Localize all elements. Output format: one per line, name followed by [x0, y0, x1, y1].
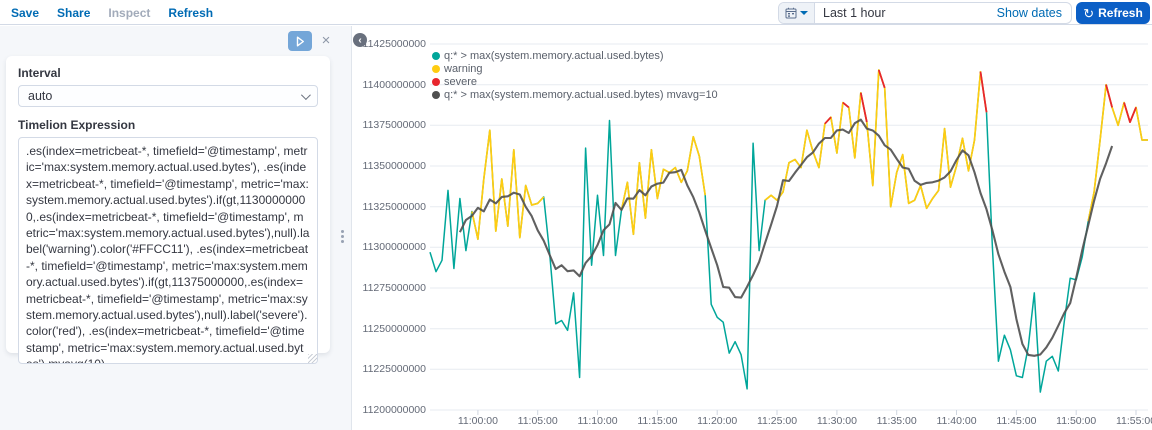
timelion-chart[interactable] [352, 25, 1152, 430]
menu-link-inspect: Inspect [99, 6, 159, 20]
show-dates-button[interactable]: Show dates [997, 6, 1071, 20]
x-tick-label: 11:20:00 [697, 415, 738, 427]
y-tick-label: 11375000000 [362, 119, 426, 132]
y-tick-label: 11425000000 [362, 38, 426, 50]
menu-link-save[interactable]: Save [2, 6, 48, 20]
x-tick-label: 11:25:00 [756, 415, 798, 427]
legend-color-dot [432, 90, 440, 99]
collapse-editor-button[interactable]: ‹ [353, 33, 367, 47]
x-tick-label: 11:05:00 [517, 415, 558, 427]
legend-color-dot [432, 77, 440, 86]
refresh-query-button[interactable]: ↻ Refresh [1076, 2, 1150, 24]
legend-label: warning [444, 62, 483, 75]
calendar-icon [785, 7, 797, 19]
y-tick-label: 11350000000 [362, 160, 426, 172]
x-tick-label: 11:45:00 [996, 415, 1037, 427]
y-tick-label: 11275000000 [362, 282, 426, 294]
x-tick-label: 11:10:00 [577, 415, 618, 427]
legend-label: q:* > max(system.memory.actual.used.byte… [444, 49, 664, 62]
interval-select[interactable]: auto [18, 85, 318, 107]
interval-label: Interval [18, 66, 61, 80]
time-picker-calendar-button[interactable] [779, 3, 815, 23]
y-tick-label: 11325000000 [362, 200, 426, 213]
time-picker: Last 1 hour Show dates [778, 2, 1072, 24]
x-tick-label: 11:35:00 [876, 415, 917, 427]
chevron-down-icon [300, 89, 311, 100]
x-tick-label: 11:40:00 [936, 415, 977, 427]
legend-color-dot [432, 51, 440, 60]
menu-link-refresh[interactable]: Refresh [159, 6, 222, 20]
chart-legend: q:* > max(system.memory.actual.used.byte… [432, 49, 718, 101]
legend-color-dot [432, 64, 440, 73]
interval-selected-value: auto [28, 89, 53, 103]
legend-label: severe [444, 75, 478, 88]
expression-textarea[interactable]: .es(index=metricbeat-*, timefield='@time… [18, 137, 318, 364]
refresh-button-label: Refresh [1098, 6, 1143, 20]
x-tick-label: 11:30:00 [816, 415, 857, 427]
play-icon [296, 36, 304, 46]
x-tick-label: 11:00:00 [457, 415, 498, 427]
x-tick-label: 11:15:00 [637, 415, 678, 427]
menu-link-share[interactable]: Share [48, 6, 99, 20]
y-tick-label: 11400000000 [362, 78, 426, 91]
close-editor-icon[interactable]: × [316, 30, 336, 50]
time-range-value[interactable]: Last 1 hour [823, 6, 886, 20]
expression-form-card: Interval auto Timelion Expression .es(in… [6, 56, 330, 364]
app-menu: Save Share Inspect Refresh [2, 0, 222, 25]
chevron-down-icon [800, 11, 808, 15]
legend-item[interactable]: q:* > max(system.memory.actual.used.byte… [432, 49, 718, 62]
y-tick-label: 11250000000 [362, 322, 426, 335]
y-tick-label: 11200000000 [362, 404, 426, 416]
refresh-icon: ↻ [1083, 5, 1095, 21]
x-tick-label: 11:55:00 [1115, 415, 1152, 427]
chart-panel: 11425000000 11400000000 11375000000 1135000… [352, 25, 1152, 430]
y-tick-label: 11300000000 [362, 241, 426, 254]
time-filter-bar: Last 1 hour Show dates ↻ Refresh [778, 2, 1150, 24]
run-expression-button[interactable] [288, 31, 312, 51]
legend-item[interactable]: q:* > max(system.memory.actual.used.byte… [432, 88, 718, 101]
x-tick-label: 11:50:00 [1056, 415, 1097, 427]
expression-label: Timelion Expression [18, 118, 136, 132]
legend-item[interactable]: warning [432, 62, 718, 75]
y-tick-label: 11225000000 [362, 363, 426, 376]
legend-label: q:* > max(system.memory.actual.used.byte… [444, 88, 718, 101]
legend-item[interactable]: severe [432, 75, 718, 88]
top-menu-bar: Save Share Inspect Refresh Last 1 hour Show… [0, 0, 1152, 25]
panel-resize-handle[interactable] [338, 228, 346, 245]
timelion-editor-panel: × Interval auto Timelion Expression .es(… [0, 26, 352, 430]
